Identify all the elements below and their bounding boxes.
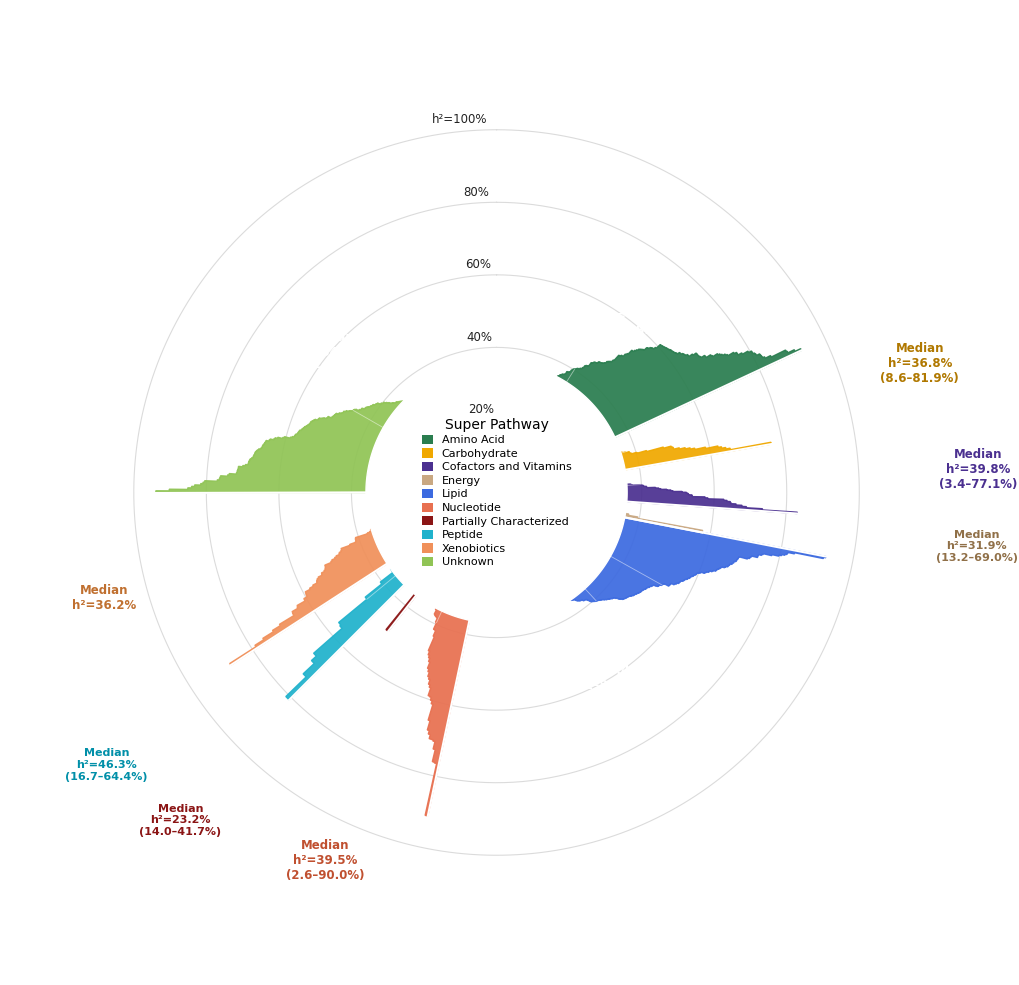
Polygon shape [156,401,496,492]
Text: 80%: 80% [463,186,488,199]
Text: Median
h²=35.4%
(0.2–84.9%): Median h²=35.4% (0.2–84.9%) [566,649,649,692]
Legend: Amino Acid, Carbohydrate, Cofactors and Vitamins, Energy, Lipid, Nucleotide, Par: Amino Acid, Carbohydrate, Cofactors and … [418,415,574,570]
Text: Median
h²=40.4%
(2.6–88.0%): Median h²=40.4% (2.6–88.0%) [593,294,676,337]
Polygon shape [491,492,825,602]
Text: Median
h²=31.9%
(13.2–69.0%): Median h²=31.9% (13.2–69.0%) [934,530,1017,563]
Text: Median
h²=34.9%
(2.0–99.1%): Median h²=34.9% (2.0–99.1%) [287,331,371,374]
Polygon shape [366,361,627,624]
Polygon shape [229,492,496,665]
Text: 20%: 20% [468,403,494,417]
Polygon shape [496,492,702,533]
Polygon shape [496,345,801,492]
Text: h²=100%: h²=100% [431,113,486,126]
Polygon shape [496,442,770,492]
Polygon shape [496,482,797,513]
Text: Median
h²=39.5%
(2.6–90.0%): Median h²=39.5% (2.6–90.0%) [285,839,364,883]
Polygon shape [285,492,496,700]
Polygon shape [385,492,496,631]
Polygon shape [425,492,496,816]
Text: Median
h²=36.2%: Median h²=36.2% [72,584,137,612]
Text: 60%: 60% [465,258,490,271]
Text: Median
h²=39.8%
(3.4–77.1%): Median h²=39.8% (3.4–77.1%) [937,448,1016,491]
Text: 40%: 40% [467,331,492,344]
Text: Median
h²=46.3%
(16.7–64.4%): Median h²=46.3% (16.7–64.4%) [65,749,148,781]
Text: Median
h²=36.8%
(8.6–81.9%): Median h²=36.8% (8.6–81.9%) [879,342,958,384]
Text: Median
h²=23.2%
(14.0–41.7%): Median h²=23.2% (14.0–41.7%) [140,804,221,837]
